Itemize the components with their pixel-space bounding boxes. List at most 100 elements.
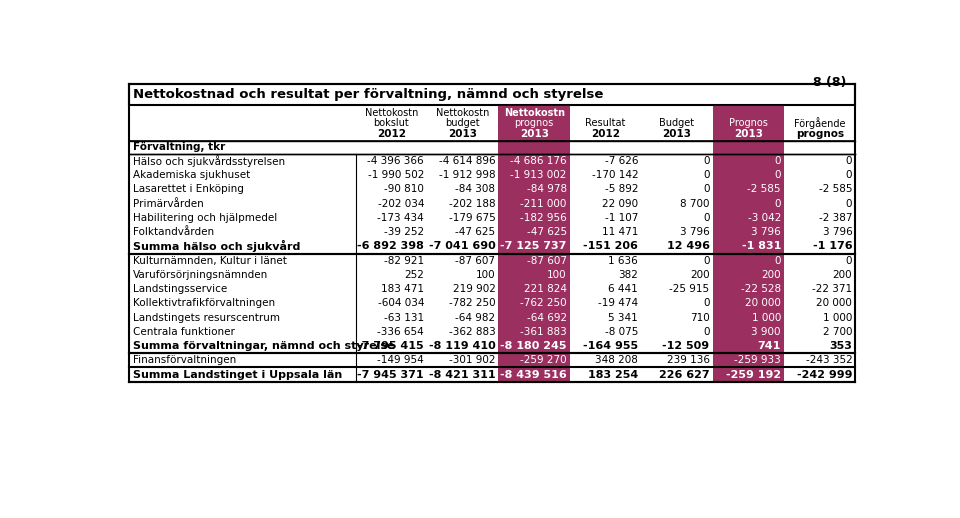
Text: 0: 0 xyxy=(775,156,781,166)
Text: bokslut: bokslut xyxy=(373,118,409,128)
Text: 382: 382 xyxy=(618,270,638,280)
Text: -7 041 690: -7 041 690 xyxy=(429,241,495,251)
Bar xyxy=(498,105,570,141)
Text: Prognos: Prognos xyxy=(729,118,768,128)
Text: -1 990 502: -1 990 502 xyxy=(368,170,424,180)
Text: 353: 353 xyxy=(829,341,852,351)
Text: -22 528: -22 528 xyxy=(741,284,781,294)
Text: 183 471: 183 471 xyxy=(381,284,424,294)
Text: Resultat: Resultat xyxy=(586,118,626,128)
Text: -182 956: -182 956 xyxy=(520,213,566,223)
Text: -259 270: -259 270 xyxy=(520,355,566,365)
Text: -90 810: -90 810 xyxy=(384,184,424,194)
Text: 1 000: 1 000 xyxy=(752,312,781,323)
Text: 2013: 2013 xyxy=(733,128,763,139)
Text: 22 090: 22 090 xyxy=(602,198,638,209)
Text: -301 902: -301 902 xyxy=(449,355,495,365)
Text: 2012: 2012 xyxy=(591,128,620,139)
Text: -1 107: -1 107 xyxy=(605,213,638,223)
Bar xyxy=(129,84,855,105)
Text: -8 119 410: -8 119 410 xyxy=(429,341,495,351)
Text: -2 585: -2 585 xyxy=(748,184,781,194)
Text: 5 341: 5 341 xyxy=(609,312,638,323)
Text: -64 982: -64 982 xyxy=(455,312,495,323)
Text: -1 913 002: -1 913 002 xyxy=(511,170,566,180)
Text: 12 496: 12 496 xyxy=(666,241,709,251)
Text: -6 892 398: -6 892 398 xyxy=(357,241,424,251)
Text: -7 125 737: -7 125 737 xyxy=(500,241,566,251)
Text: Varuförsörjningsnämnden: Varuförsörjningsnämnden xyxy=(133,270,269,280)
Text: 3 796: 3 796 xyxy=(680,227,709,237)
Text: 0: 0 xyxy=(846,198,852,209)
Bar xyxy=(712,105,784,141)
Text: budget: budget xyxy=(445,118,480,128)
Text: Budget: Budget xyxy=(660,118,694,128)
Text: Summa hälso och sjukvård: Summa hälso och sjukvård xyxy=(133,240,300,252)
Text: -782 250: -782 250 xyxy=(448,298,495,308)
Text: -762 250: -762 250 xyxy=(520,298,566,308)
Text: 0: 0 xyxy=(703,156,709,166)
Text: -8 439 516: -8 439 516 xyxy=(500,369,566,380)
Text: 0: 0 xyxy=(703,170,709,180)
Text: prognos: prognos xyxy=(796,128,844,139)
Text: Folktandvården: Folktandvården xyxy=(133,227,214,237)
Bar xyxy=(498,141,570,154)
Text: -47 625: -47 625 xyxy=(527,227,566,237)
Text: 2013: 2013 xyxy=(662,128,691,139)
Text: 3 796: 3 796 xyxy=(823,227,852,237)
Text: 226 627: 226 627 xyxy=(659,369,709,380)
Text: Lasarettet i Enköping: Lasarettet i Enköping xyxy=(133,184,244,194)
Bar xyxy=(129,105,855,141)
Text: -173 434: -173 434 xyxy=(377,213,424,223)
Text: -2 585: -2 585 xyxy=(819,184,852,194)
Text: Akademiska sjukhuset: Akademiska sjukhuset xyxy=(133,170,251,180)
Text: -7 626: -7 626 xyxy=(605,156,638,166)
Text: -64 692: -64 692 xyxy=(527,312,566,323)
Text: -151 206: -151 206 xyxy=(584,241,638,251)
Text: 6 441: 6 441 xyxy=(609,284,638,294)
Text: -39 252: -39 252 xyxy=(384,227,424,237)
Text: -12 509: -12 509 xyxy=(662,341,709,351)
Text: 0: 0 xyxy=(775,255,781,266)
Text: -336 654: -336 654 xyxy=(377,327,424,337)
Text: -4 614 896: -4 614 896 xyxy=(439,156,495,166)
Text: 3 796: 3 796 xyxy=(752,227,781,237)
Text: -7 945 371: -7 945 371 xyxy=(357,369,424,380)
Text: -164 955: -164 955 xyxy=(583,341,638,351)
Text: 2013: 2013 xyxy=(519,128,549,139)
Text: 8 700: 8 700 xyxy=(680,198,709,209)
Text: -259 192: -259 192 xyxy=(726,369,781,380)
Text: 183 254: 183 254 xyxy=(588,369,638,380)
Text: 219 902: 219 902 xyxy=(452,284,495,294)
Text: 8 (8): 8 (8) xyxy=(813,76,846,89)
Text: 0: 0 xyxy=(775,170,781,180)
Text: -84 978: -84 978 xyxy=(527,184,566,194)
Text: 0: 0 xyxy=(703,255,709,266)
Text: -202 188: -202 188 xyxy=(448,198,495,209)
Text: -7 795 415: -7 795 415 xyxy=(357,341,424,351)
Text: 348 208: 348 208 xyxy=(595,355,638,365)
Text: Summa Landstinget i Uppsala län: Summa Landstinget i Uppsala län xyxy=(133,369,343,380)
Text: 741: 741 xyxy=(757,341,781,351)
Text: Kulturnämnden, Kultur i länet: Kulturnämnden, Kultur i länet xyxy=(133,255,287,266)
Text: 11 471: 11 471 xyxy=(602,227,638,237)
Text: Finansförvaltningen: Finansförvaltningen xyxy=(133,355,236,365)
Text: Förvaltning, tkr: Förvaltning, tkr xyxy=(133,142,226,152)
Text: 100: 100 xyxy=(547,270,566,280)
Text: -242 999: -242 999 xyxy=(797,369,852,380)
Text: -22 371: -22 371 xyxy=(812,284,852,294)
Text: Hälso och sjukvårdsstyrelsen: Hälso och sjukvårdsstyrelsen xyxy=(133,155,285,167)
Text: -8 421 311: -8 421 311 xyxy=(429,369,495,380)
Text: 0: 0 xyxy=(703,213,709,223)
Text: 710: 710 xyxy=(690,312,709,323)
Text: 1 000: 1 000 xyxy=(823,312,852,323)
Text: -1 831: -1 831 xyxy=(741,241,781,251)
Text: -1 176: -1 176 xyxy=(813,241,852,251)
Text: -1 912 998: -1 912 998 xyxy=(439,170,495,180)
Text: -149 954: -149 954 xyxy=(377,355,424,365)
Text: Nettokostn: Nettokostn xyxy=(365,108,419,118)
Text: 200: 200 xyxy=(690,270,709,280)
Text: Primärvården: Primärvården xyxy=(133,198,204,209)
Text: 0: 0 xyxy=(846,255,852,266)
Text: -8 075: -8 075 xyxy=(605,327,638,337)
